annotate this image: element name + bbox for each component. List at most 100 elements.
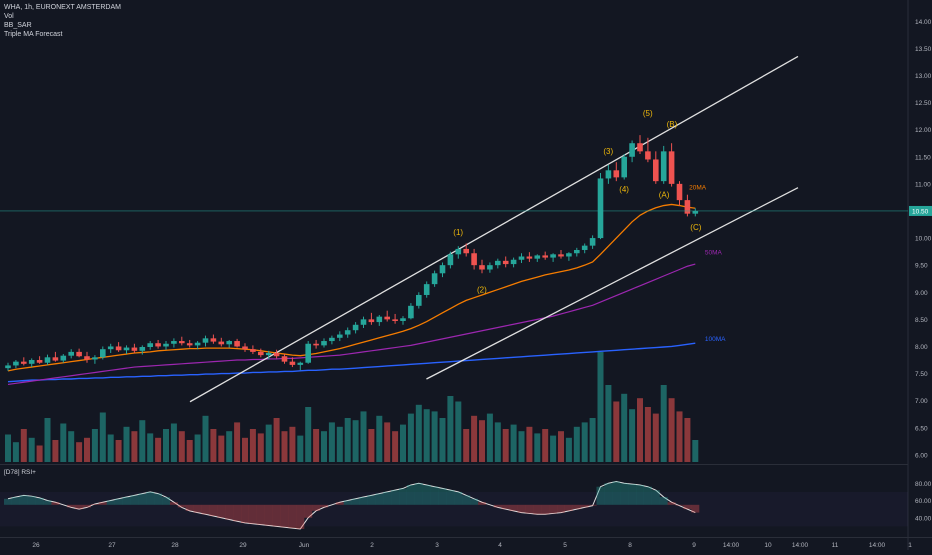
volume-bar (344, 418, 351, 462)
candle-body (502, 260, 509, 265)
indicator-vol[interactable]: Vol (4, 13, 14, 20)
rsi-fill-bar (470, 498, 479, 505)
rsi-fill-bar (209, 504, 218, 517)
volume-bar (621, 393, 628, 462)
rsi-band (0, 491, 908, 527)
elliott-wave-label: (C) (690, 223, 701, 232)
volume-bar (20, 429, 27, 462)
volume-bar (368, 429, 375, 462)
rsi-fill-bar (122, 497, 131, 505)
volume-bar (147, 433, 154, 462)
volume-bar (202, 415, 209, 462)
time-tick-label: 14:00 (869, 542, 886, 549)
time-tick-label: 1 (908, 542, 912, 549)
candle-body (202, 338, 209, 343)
volume-bar (597, 352, 604, 462)
rsi-panel-label[interactable]: [D78] RSI+ (4, 469, 36, 476)
volume-bar (139, 420, 146, 462)
volume-bar (52, 440, 59, 462)
time-tick-label: 2 (370, 542, 374, 549)
candle-body (218, 341, 225, 345)
rsi-fill-bar (138, 493, 147, 505)
price-tick-label: 6.00 (915, 452, 928, 459)
volume-bar (336, 426, 343, 462)
indicator-triple-ma[interactable]: Triple MA Forecast (4, 31, 63, 38)
time-tick-label: 11 (832, 542, 839, 549)
volume-bar (558, 431, 564, 462)
price-tick-label: 7.00 (915, 398, 928, 405)
candle-body (574, 249, 580, 254)
volume-bar (502, 429, 509, 462)
candle-body (337, 334, 343, 338)
volume-bar (589, 418, 596, 462)
volume-bar (297, 435, 304, 462)
price-tick-label: 10.00 (915, 236, 932, 243)
symbol-title[interactable]: WHA, 1h, EURONEXT AMSTERDAM (4, 4, 121, 11)
rsi-fill-bar (651, 490, 660, 505)
rsi-fill-bar (596, 486, 605, 505)
indicator-bb-sar[interactable]: BB_SAR (4, 22, 32, 29)
price-tick-label: 7.50 (915, 371, 928, 378)
volume-bar (68, 431, 75, 462)
rsi-fill-bar (691, 504, 700, 513)
price-tick-label: 12.50 (915, 100, 932, 107)
rsi-fill-bar (683, 504, 692, 510)
volume-bar (684, 418, 691, 462)
candle-body (321, 341, 327, 346)
elliott-wave-label: (3) (603, 147, 613, 156)
rsi-fill-bar (304, 504, 313, 518)
candle-body (684, 200, 691, 214)
volume-bar (60, 423, 67, 462)
volume-bar (534, 433, 541, 462)
rsi-fill-bar (51, 502, 60, 505)
volume-bar (455, 401, 462, 462)
candle-body (653, 159, 659, 182)
candle-body (171, 341, 177, 344)
rsi-fill-bar (375, 493, 384, 505)
rsi-line (7, 481, 696, 530)
candle-body (84, 356, 90, 360)
volume-bar (44, 418, 51, 462)
candle-body (68, 351, 74, 356)
rsi-fill-bar (478, 502, 486, 505)
candle-body (226, 341, 232, 345)
volume-bar (439, 418, 446, 462)
price-tick-label: 9.50 (915, 263, 928, 270)
price-tick-label: 13.00 (915, 73, 932, 80)
rsi-fill-bar (11, 497, 20, 505)
candle-body (471, 253, 477, 266)
volume-bar (392, 431, 399, 462)
volume-bar (613, 401, 620, 462)
rsi-fill-bar (43, 500, 52, 505)
volume-bar (692, 440, 699, 462)
candle-body (487, 265, 493, 270)
rsi-fill-bar (177, 504, 186, 508)
rsi-fill-bar (367, 495, 376, 505)
trendline (426, 187, 799, 380)
candle-body (344, 330, 351, 335)
rsi-fill-bar (98, 502, 107, 505)
candle-body (163, 343, 169, 347)
volume-bar (644, 407, 651, 462)
volume-bar (605, 385, 612, 462)
time-tick-label: 14:00 (723, 542, 740, 549)
rsi-fill-bar (383, 491, 392, 505)
rsi-fill-bar (154, 493, 163, 505)
candle-body (305, 343, 311, 363)
volume-bar (463, 429, 470, 462)
candle-body (479, 265, 485, 270)
time-tick-label: 10 (764, 542, 772, 549)
candle-body (542, 255, 548, 258)
candle-body (289, 361, 296, 365)
volume-bar (510, 424, 517, 462)
rsi-fill-bar (67, 504, 76, 508)
volume-bar (155, 437, 162, 462)
volume-bar (376, 415, 383, 462)
volume-bar (447, 396, 454, 462)
chart-legend: WHA, 1h, EURONEXT AMSTERDAM Vol BB_SAR T… (4, 3, 121, 39)
candle-body (597, 178, 604, 239)
rsi-fill-bar (454, 491, 463, 505)
candle-body (660, 151, 667, 182)
candle-body (147, 343, 153, 348)
